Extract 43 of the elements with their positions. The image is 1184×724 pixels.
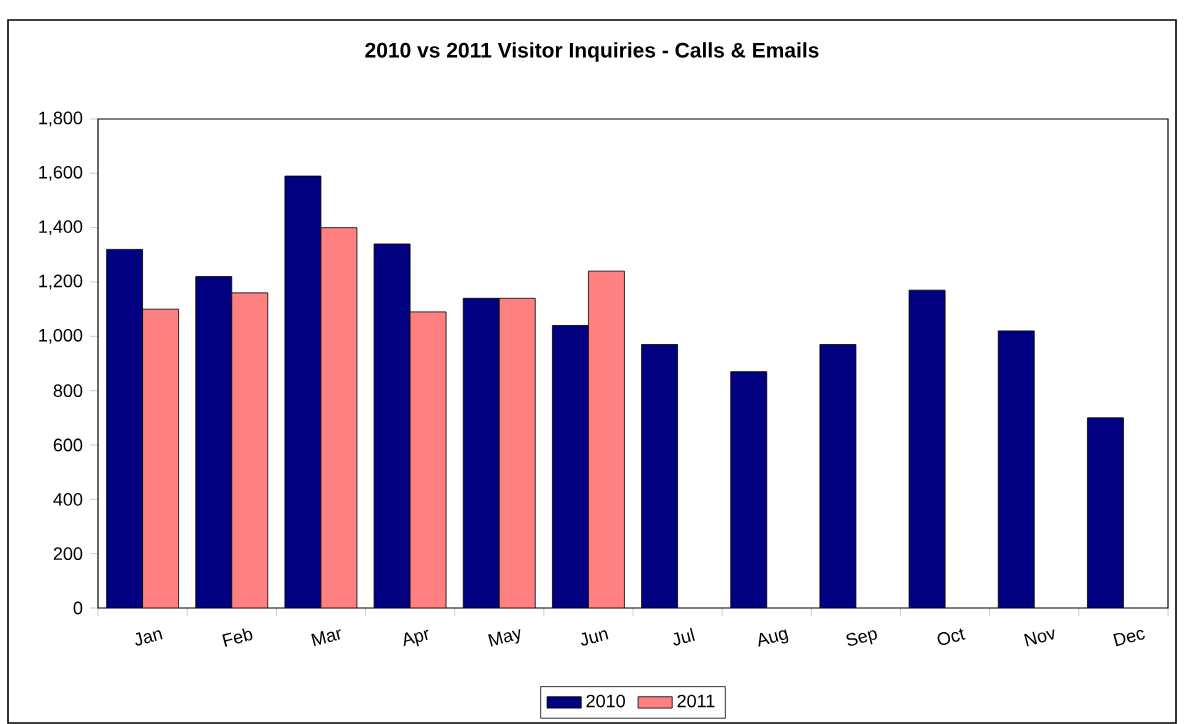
bar <box>641 344 678 608</box>
y-tick-label: 400 <box>53 492 83 506</box>
x-tick-label: Oct <box>937 628 966 645</box>
y-tick-label: 1,200 <box>39 274 83 290</box>
x-tick-label: Mar <box>311 629 341 647</box>
bar <box>908 289 946 608</box>
bar <box>730 371 768 608</box>
x-tick-label: May <box>488 628 521 647</box>
x-tick-label: Jan <box>135 630 163 646</box>
y-tick-label: 1,000 <box>39 328 83 344</box>
legend-label: 2011 <box>677 694 715 708</box>
bar <box>106 249 143 608</box>
bar <box>410 311 447 608</box>
bar <box>195 276 232 608</box>
bar <box>819 344 857 608</box>
bar <box>284 176 321 608</box>
x-tick-label: Nov <box>1024 629 1055 647</box>
x-tick-label: Jul <box>673 627 695 646</box>
bar <box>142 309 179 608</box>
x-tick-label: Apr <box>403 629 429 647</box>
bar <box>463 298 500 608</box>
bar <box>997 330 1035 608</box>
y-tick-label: 200 <box>53 547 83 561</box>
bar <box>499 298 536 608</box>
x-tick-label: Dec <box>1113 629 1145 647</box>
bar <box>1087 417 1124 608</box>
y-tick-label: 1,400 <box>39 220 83 236</box>
x-tick-label: Sep <box>846 630 877 646</box>
y-tick-label: 1,600 <box>39 165 83 181</box>
y-tick-label: 800 <box>53 384 83 398</box>
bar <box>231 292 268 608</box>
y-tick-label: 0 <box>73 601 83 615</box>
bar <box>588 270 625 608</box>
x-tick-label: Feb <box>222 628 253 647</box>
y-tick-label: 1,800 <box>39 111 83 127</box>
y-tick-label: 600 <box>53 438 83 452</box>
bar <box>320 227 357 608</box>
x-tick-label: Jun <box>581 630 609 646</box>
legend-label: 2010 <box>586 694 625 708</box>
x-tick-label: Aug <box>758 629 789 647</box>
bar <box>552 325 589 608</box>
chart-title: 2010 vs 2011 Visitor Inquiries - Calls & Emails <box>365 42 819 62</box>
bar <box>374 243 411 608</box>
